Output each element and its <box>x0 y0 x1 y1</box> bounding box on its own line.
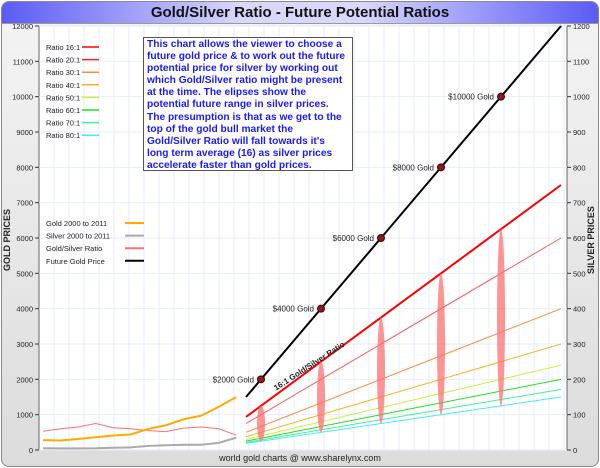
gold-point-label: $2000 Gold <box>213 375 254 384</box>
legend-label: Ratio 16:1 <box>46 43 80 52</box>
y-tick-label-left: 0 <box>29 446 33 455</box>
silver-range-ellipse <box>377 317 385 424</box>
legend-label: Ratio 20:1 <box>46 56 80 65</box>
ratio-line-70 <box>245 388 562 443</box>
y-tick-label-right: 500 <box>573 269 586 278</box>
y-tick-label-left: 12000 <box>12 22 33 31</box>
ratio-line-40 <box>245 343 562 438</box>
chart-note: This chart allows the viewer to choose a… <box>143 37 353 171</box>
ratio-line-30 <box>245 308 562 433</box>
y-tick-label-left: 1000 <box>16 411 33 420</box>
y-tick-label-left: 6000 <box>16 234 33 243</box>
legend-label: Ratio 40:1 <box>46 81 80 90</box>
gold-point-marker <box>437 163 445 172</box>
gold-point-marker <box>377 234 385 242</box>
legend-label: Gold 2000 to 2011 <box>46 219 107 228</box>
gold-point-marker <box>257 375 265 384</box>
y-tick-label-left: 5000 <box>16 269 33 278</box>
y-tick-label-right: 400 <box>573 305 586 314</box>
gold-history-line <box>42 396 237 442</box>
legend-label: Gold/Silver Ratio <box>46 244 102 253</box>
chart-title: Gold/Silver Ratio - Future Potential Rat… <box>2 2 598 24</box>
gold-point-marker <box>497 92 505 101</box>
silver-range-ellipse <box>437 273 445 415</box>
ratio-line-60 <box>245 378 562 442</box>
y-tick-label-right: 300 <box>573 340 586 349</box>
ratio-line-50 <box>245 364 562 440</box>
gold-point-marker <box>317 304 325 313</box>
y-tick-label-left: 3000 <box>16 340 33 349</box>
ratio-line-16 <box>245 184 562 418</box>
silver-history-line <box>42 436 237 450</box>
y-tick-label-right: 800 <box>573 163 586 172</box>
y-tick-label-right: 100 <box>573 411 586 420</box>
y-tick-label-left: 4000 <box>16 305 33 314</box>
future-gold-line <box>245 25 562 398</box>
silver-range-ellipse <box>317 361 325 433</box>
silver-range-ellipse <box>497 229 505 406</box>
legend-label: Ratio 70:1 <box>46 119 80 128</box>
y-tick-label-left: 2000 <box>16 375 33 384</box>
legend-label: Ratio 30:1 <box>46 68 80 77</box>
y-tick-label-right: 0 <box>573 446 577 455</box>
y-axis-label-left: GOLD PRICES <box>2 209 12 271</box>
y-tick-label-right: 200 <box>573 375 586 384</box>
y-tick-label-right: 900 <box>573 128 586 137</box>
y-tick-label-right: 1100 <box>573 57 589 66</box>
legend-label: Silver 2000 to 2011 <box>46 232 110 241</box>
gold-point-label: $6000 Gold <box>333 234 374 243</box>
y-tick-label-left: 10000 <box>12 93 33 102</box>
gold-point-label: $10000 Gold <box>448 93 494 102</box>
legend-label: Ratio 60:1 <box>46 106 80 115</box>
y-tick-label-left: 11000 <box>13 57 33 66</box>
chart-footer: world gold charts @ www.sharelynx.com <box>219 453 381 463</box>
silver-range-ellipse <box>257 405 265 442</box>
y-tick-label-right: 700 <box>573 199 586 208</box>
y-tick-label-right: 600 <box>573 234 586 243</box>
y-tick-label-right: 1000 <box>573 93 590 102</box>
y-tick-label-left: 8000 <box>16 163 33 172</box>
gold-point-label: $4000 Gold <box>273 305 314 314</box>
ratio-history-line <box>42 422 237 436</box>
ratio-line-80 <box>245 396 562 444</box>
y-tick-label-left: 7000 <box>16 199 33 208</box>
y-tick-label-right: 1200 <box>573 22 590 31</box>
ratio-line-20 <box>245 237 562 424</box>
y-axis-label-right: SILVER PRICES <box>586 206 596 274</box>
legend-label: Ratio 50:1 <box>46 93 80 102</box>
legend-label: Ratio 80:1 <box>46 131 80 140</box>
gold-point-label: $8000 Gold <box>393 163 434 172</box>
y-tick-label-left: 9000 <box>16 128 33 137</box>
legend-label: Future Gold Price <box>46 257 105 266</box>
